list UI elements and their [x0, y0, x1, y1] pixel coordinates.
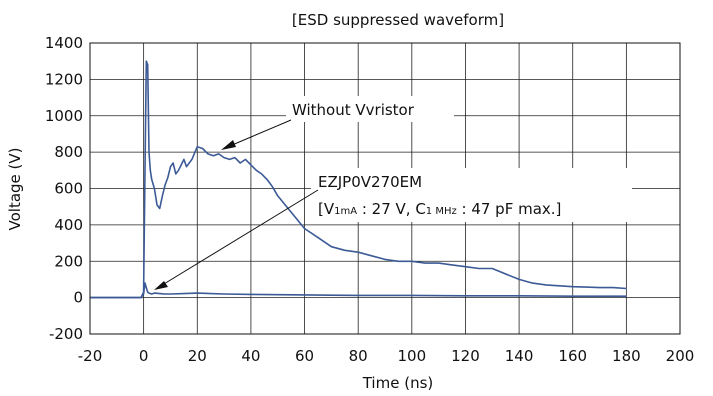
x-tick-label: 160	[558, 347, 587, 365]
annotation-without-box	[286, 96, 454, 122]
x-tick-label: 0	[139, 347, 149, 365]
x-tick-label: 180	[612, 347, 641, 365]
y-tick-label: 0	[73, 289, 83, 307]
y-tick-label: 600	[54, 180, 83, 198]
x-tick-label: 140	[505, 347, 534, 365]
x-tick-label: 120	[451, 347, 480, 365]
annotation-ezj-spec: [V1mA : 27 V, C1 MHz : 47 pF max.]	[318, 200, 561, 218]
x-tick-label: 80	[349, 347, 368, 365]
series-line-ezjp0v270em	[90, 282, 627, 299]
y-tick-label: 1200	[45, 70, 83, 88]
series-line-without-varistor	[90, 60, 627, 299]
chart-title: [ESD suppressed waveform]	[292, 11, 504, 29]
annotation-ezj-arrowhead	[154, 281, 168, 290]
y-tick-label: -200	[49, 325, 83, 343]
x-axis-label: Time (ns)	[362, 374, 434, 392]
x-tick-label: 20	[188, 347, 207, 365]
annotation-ezj-part: EZJP0V270EM	[318, 173, 422, 191]
annotation-ezj-arrow	[158, 189, 319, 288]
x-tick-labels: -20 0 20 40 60 80 100 120 140 160 180 200	[78, 347, 695, 365]
annotation-without-arrow	[224, 119, 292, 149]
y-tick-label: 1400	[45, 34, 83, 52]
y-tick-label: 200	[54, 252, 83, 270]
x-tick-label: 100	[397, 347, 426, 365]
y-tick-label: 800	[54, 143, 83, 161]
x-tick-label: -20	[78, 347, 103, 365]
y-tick-label: 400	[54, 216, 83, 234]
annotation-without-arrowhead	[221, 140, 236, 150]
x-tick-label: 40	[241, 347, 260, 365]
annotation-ezj-box	[311, 168, 632, 222]
x-tick-label: 200	[666, 347, 695, 365]
x-tick-label: 60	[295, 347, 314, 365]
y-tick-labels: -200 0 200 400 600 800 1000 1200 1400	[45, 34, 83, 343]
annotation-without-vvristor: Without Vvristor	[292, 101, 415, 119]
y-tick-label: 1000	[45, 107, 83, 125]
y-axis-label: Voltage (V)	[6, 148, 24, 231]
series-layer	[90, 60, 627, 299]
plot-frame	[89, 42, 681, 335]
